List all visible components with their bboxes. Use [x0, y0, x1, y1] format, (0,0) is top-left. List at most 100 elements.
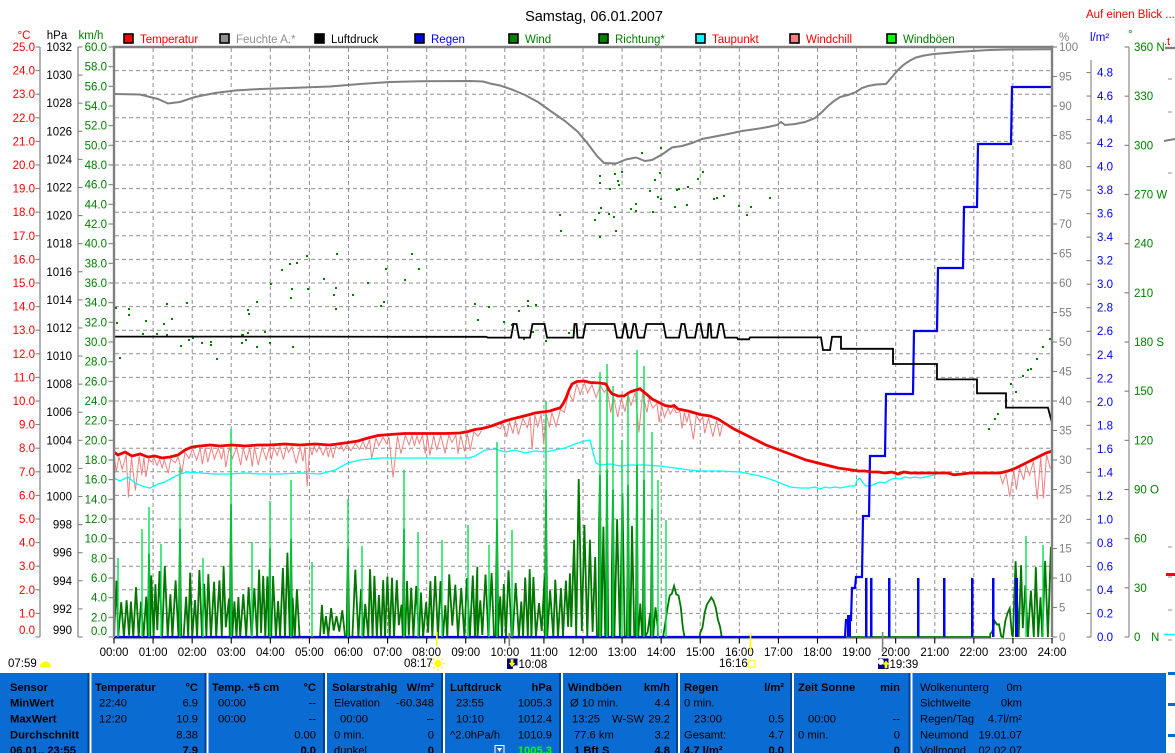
svg-text:60: 60 — [1134, 534, 1147, 546]
svg-text:1016: 1016 — [46, 267, 72, 279]
svg-text:1014: 1014 — [46, 295, 72, 307]
svg-text:100: 100 — [1059, 42, 1078, 54]
svg-text:300: 300 — [1134, 140, 1153, 152]
svg-text:240: 240 — [1134, 239, 1153, 251]
svg-text:Taupunkt: Taupunkt — [712, 34, 759, 46]
svg-text:1 Bft S: 1 Bft S — [574, 745, 610, 753]
svg-text:24:00: 24:00 — [1038, 647, 1067, 659]
svg-text:1.0: 1.0 — [1097, 514, 1113, 526]
svg-text:24.0: 24.0 — [85, 396, 107, 408]
svg-text:Temperatur: Temperatur — [95, 682, 156, 694]
svg-text:60: 60 — [1059, 278, 1072, 290]
svg-text:30: 30 — [1059, 455, 1072, 467]
svg-text:hPa: hPa — [531, 682, 552, 694]
svg-text:--: -- — [893, 714, 901, 726]
svg-text:Gesamt:: Gesamt: — [684, 729, 726, 741]
svg-text:20.0: 20.0 — [13, 160, 35, 172]
svg-text:02.02.07: 02.02.07 — [978, 745, 1022, 753]
svg-text:Regen/Tag: Regen/Tag — [920, 714, 974, 726]
svg-text:--: -- — [309, 714, 317, 726]
svg-text:2.8: 2.8 — [1097, 303, 1113, 315]
svg-text:0.0: 0.0 — [768, 745, 784, 753]
svg-text:6.0: 6.0 — [19, 490, 35, 502]
svg-text:90: 90 — [1059, 101, 1072, 113]
svg-text:15:00: 15:00 — [686, 647, 715, 659]
svg-text:2.0: 2.0 — [1097, 397, 1113, 409]
svg-text:0.5: 0.5 — [768, 714, 784, 726]
svg-text:270 W: 270 W — [1134, 189, 1167, 201]
svg-text:00:00: 00:00 — [218, 698, 246, 710]
svg-text:25.0: 25.0 — [13, 42, 35, 54]
svg-text:Solarstrahlg: Solarstrahlg — [332, 682, 397, 694]
svg-text:0: 0 — [1134, 632, 1140, 644]
svg-text:Sensor: Sensor — [10, 682, 49, 694]
svg-text:23:55: 23:55 — [456, 698, 484, 710]
svg-text:Sichtweite: Sichtweite — [920, 698, 971, 710]
svg-text:km/h: km/h — [79, 30, 104, 42]
svg-text:1.4: 1.4 — [1097, 467, 1114, 479]
svg-text:20.0: 20.0 — [85, 435, 107, 447]
svg-text:1.0: 1.0 — [19, 608, 35, 620]
svg-text:%: % — [1059, 32, 1069, 44]
svg-text:l/m²: l/m² — [764, 682, 784, 694]
svg-text:8.0: 8.0 — [19, 443, 35, 455]
svg-text:60.0: 60.0 — [85, 42, 107, 54]
svg-text:0 min.: 0 min. — [798, 729, 828, 741]
svg-text:1004: 1004 — [46, 435, 72, 447]
svg-text:0.2: 0.2 — [1097, 608, 1113, 620]
svg-text:6.0: 6.0 — [91, 573, 107, 585]
svg-text:1002: 1002 — [46, 463, 72, 475]
svg-text:1012: 1012 — [46, 323, 72, 335]
svg-text:1006: 1006 — [46, 407, 72, 419]
svg-text:Neumond: Neumond — [920, 729, 969, 741]
svg-text:4.7 l/m²: 4.7 l/m² — [684, 745, 723, 753]
svg-text:38.0: 38.0 — [85, 258, 107, 270]
svg-text:54.0: 54.0 — [85, 101, 107, 113]
svg-text:0: 0 — [428, 745, 434, 753]
svg-text:10.0: 10.0 — [13, 396, 35, 408]
svg-text:10: 10 — [1059, 573, 1072, 585]
svg-text:00:00: 00:00 — [100, 647, 129, 659]
svg-text:34.0: 34.0 — [85, 298, 107, 310]
svg-text:13:00: 13:00 — [608, 647, 637, 659]
svg-text:50: 50 — [1059, 337, 1072, 349]
svg-text:10:10: 10:10 — [456, 714, 484, 726]
svg-text:4.4: 4.4 — [654, 698, 670, 710]
svg-text:°C: °C — [303, 682, 316, 694]
svg-text:N: N — [1151, 632, 1159, 644]
svg-text:9.0: 9.0 — [19, 420, 35, 432]
svg-text:Regen: Regen — [684, 682, 718, 694]
svg-text:Auf einen Blick ...: Auf einen Blick ... — [1086, 9, 1175, 21]
svg-text:1026: 1026 — [46, 126, 72, 138]
svg-text:70: 70 — [1059, 219, 1072, 231]
svg-text:1032: 1032 — [46, 42, 72, 54]
svg-text:^2.0hPa/h: ^2.0hPa/h — [450, 729, 500, 741]
svg-text:11:00: 11:00 — [530, 647, 558, 659]
svg-text:1005.3: 1005.3 — [518, 698, 552, 710]
svg-text:12.0: 12.0 — [13, 349, 35, 361]
svg-text:35: 35 — [1059, 426, 1072, 438]
svg-text:Windchill: Windchill — [806, 34, 852, 46]
svg-text:Windböen: Windböen — [568, 682, 622, 694]
svg-text:2.4: 2.4 — [1097, 350, 1114, 362]
svg-text:0: 0 — [894, 745, 900, 753]
svg-text:07:00: 07:00 — [373, 647, 402, 659]
svg-text:1010.9: 1010.9 — [518, 729, 552, 741]
svg-text:77.6 km: 77.6 km — [574, 729, 614, 741]
svg-text:min: min — [880, 682, 900, 694]
svg-text:1024: 1024 — [46, 154, 72, 166]
svg-text:23:00: 23:00 — [999, 647, 1028, 659]
svg-text:km/h: km/h — [644, 682, 670, 694]
svg-text:20:00: 20:00 — [881, 647, 910, 659]
svg-text:32.0: 32.0 — [85, 317, 107, 329]
svg-text:0.0: 0.0 — [91, 626, 107, 638]
svg-text:0.0: 0.0 — [300, 745, 316, 753]
svg-text:210: 210 — [1134, 288, 1153, 300]
svg-text:85: 85 — [1059, 131, 1072, 143]
svg-text:8.38: 8.38 — [176, 729, 198, 741]
svg-text:°: ° — [1128, 29, 1133, 41]
svg-text:52.0: 52.0 — [85, 121, 107, 133]
svg-text:4.0: 4.0 — [19, 538, 35, 550]
svg-text:11.0: 11.0 — [13, 372, 35, 384]
svg-text:3.8: 3.8 — [1097, 185, 1113, 197]
